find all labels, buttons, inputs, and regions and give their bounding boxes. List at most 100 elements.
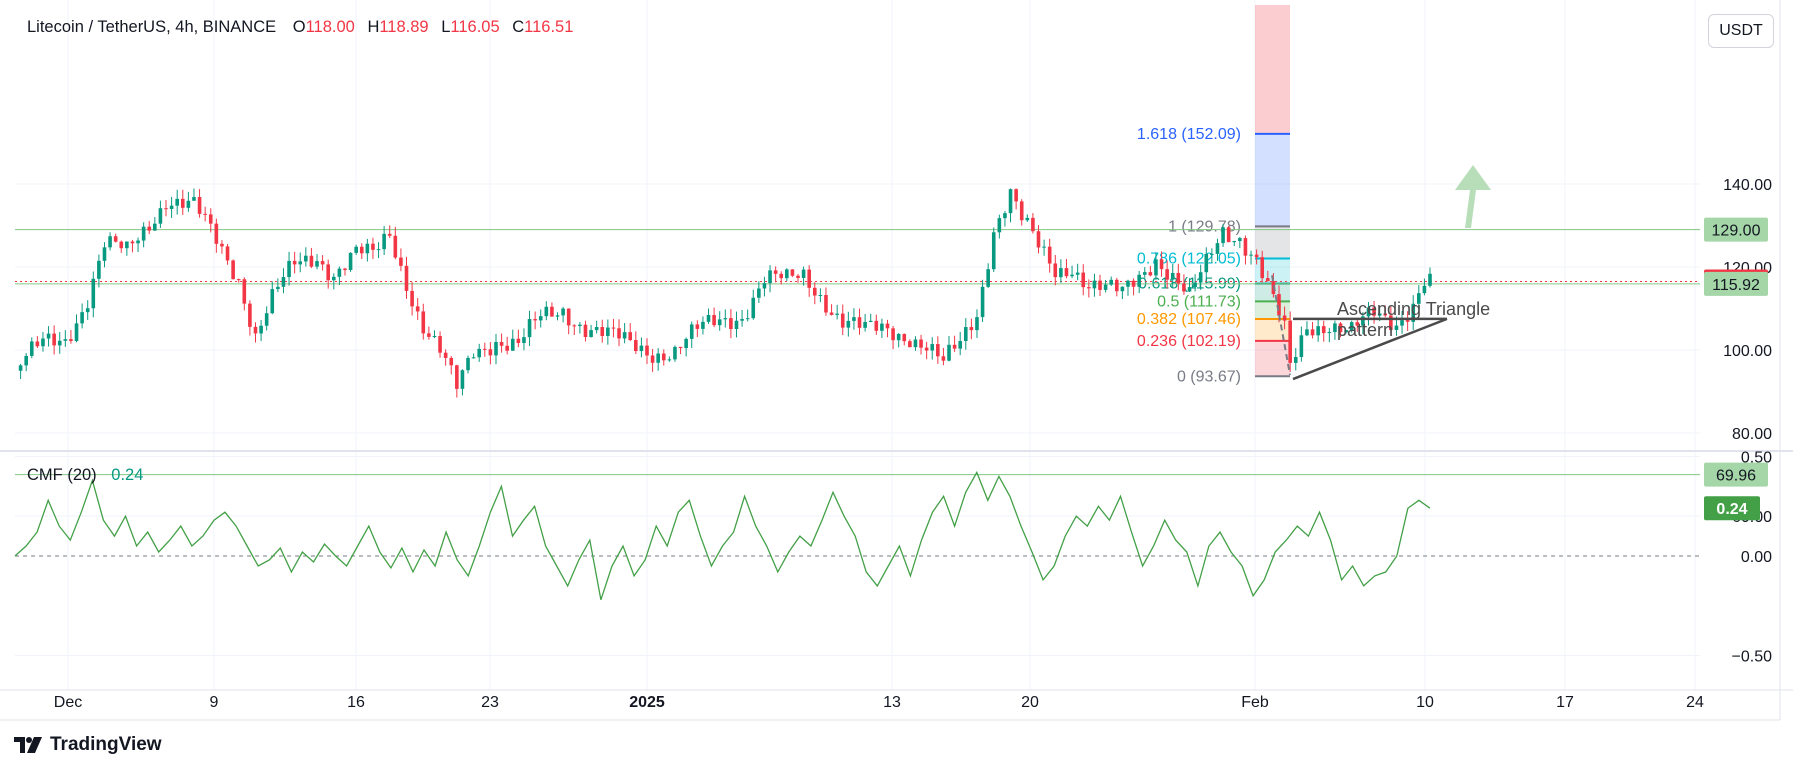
tradingview-logo[interactable]: TradingView <box>14 734 162 756</box>
candle <box>494 334 498 365</box>
candle <box>1120 286 1125 300</box>
candle-body <box>1031 217 1035 232</box>
price-axis-tick: 80.00 <box>1732 426 1772 443</box>
candle <box>264 306 269 331</box>
candle-body <box>1316 326 1320 336</box>
candle-body <box>538 316 543 321</box>
candle <box>544 301 549 321</box>
candle-body <box>471 357 476 359</box>
candle <box>578 322 582 334</box>
candle <box>85 300 90 320</box>
candle <box>180 189 185 215</box>
candle <box>1092 273 1097 297</box>
candle-body <box>276 286 280 290</box>
candle <box>678 346 683 355</box>
candle <box>427 326 431 340</box>
candle <box>253 322 258 343</box>
candle <box>790 269 795 277</box>
time-axis-tick: Dec <box>54 694 82 711</box>
candle <box>119 240 124 253</box>
candle <box>1103 280 1108 293</box>
candle <box>1064 258 1069 279</box>
candle-body <box>762 283 767 289</box>
candle <box>270 281 275 315</box>
candle <box>1366 302 1371 326</box>
candle-body <box>1394 325 1399 330</box>
candle <box>1025 214 1030 222</box>
candle-body <box>510 338 515 351</box>
candle <box>1053 255 1058 286</box>
time-axis-tick: 2025 <box>629 694 665 711</box>
candle-body <box>835 313 839 315</box>
candle <box>527 310 532 347</box>
candle <box>1428 267 1432 288</box>
candle-body <box>583 324 588 338</box>
candle-body <box>387 233 392 236</box>
candle <box>113 233 118 243</box>
candle <box>466 355 470 374</box>
candle-body <box>236 279 241 281</box>
currency-button[interactable]: USDT <box>1708 14 1774 48</box>
candle-body <box>371 243 375 250</box>
candle-body <box>460 370 465 389</box>
candle <box>41 332 45 352</box>
candle-body <box>1087 287 1091 289</box>
candle-body <box>1355 322 1360 326</box>
candle <box>835 304 839 320</box>
candle <box>1081 264 1086 296</box>
price-tag-bg-0 <box>1704 217 1768 242</box>
candle <box>745 309 750 322</box>
candle <box>1182 274 1186 295</box>
candle-body <box>1003 213 1007 219</box>
candle-body <box>779 273 784 279</box>
candle-body <box>292 260 297 265</box>
time-axis-tick: 9 <box>210 694 219 711</box>
candle <box>236 278 241 283</box>
candle <box>919 334 923 355</box>
candle-body <box>421 311 426 334</box>
candle <box>561 306 565 323</box>
candle <box>331 273 336 290</box>
candle <box>673 345 677 362</box>
candle-body <box>751 297 756 319</box>
candle <box>359 243 364 260</box>
candle <box>1310 321 1315 339</box>
candle-body <box>1238 238 1242 242</box>
candle <box>1226 225 1231 243</box>
candle-body <box>97 260 101 279</box>
candle <box>404 256 409 299</box>
candle-body <box>438 336 442 353</box>
candle <box>952 335 957 352</box>
candle-body <box>225 246 230 261</box>
candle <box>326 259 331 289</box>
high-label: H <box>367 18 380 36</box>
candle-body <box>1154 259 1158 276</box>
candle <box>1333 320 1337 340</box>
candle <box>936 336 940 364</box>
candle <box>723 309 728 328</box>
candle <box>1187 278 1192 293</box>
candle-body <box>1198 272 1203 283</box>
candle-body <box>298 261 303 265</box>
candle-body <box>1333 323 1337 333</box>
candle <box>863 314 867 332</box>
candle <box>1210 248 1214 263</box>
candle <box>1243 235 1248 265</box>
candles-group <box>18 188 1432 398</box>
candle <box>348 252 353 272</box>
candle <box>449 356 454 375</box>
candle <box>555 312 560 321</box>
candle-body <box>1165 269 1169 280</box>
candle <box>958 331 962 356</box>
candle <box>1232 240 1237 247</box>
candle-body <box>320 261 325 265</box>
candle <box>1031 213 1035 234</box>
candle-body <box>220 243 224 247</box>
candle-body <box>281 277 286 287</box>
candle <box>304 247 308 267</box>
candle-body <box>863 321 867 328</box>
candle-body <box>678 346 683 349</box>
candle <box>874 314 879 335</box>
